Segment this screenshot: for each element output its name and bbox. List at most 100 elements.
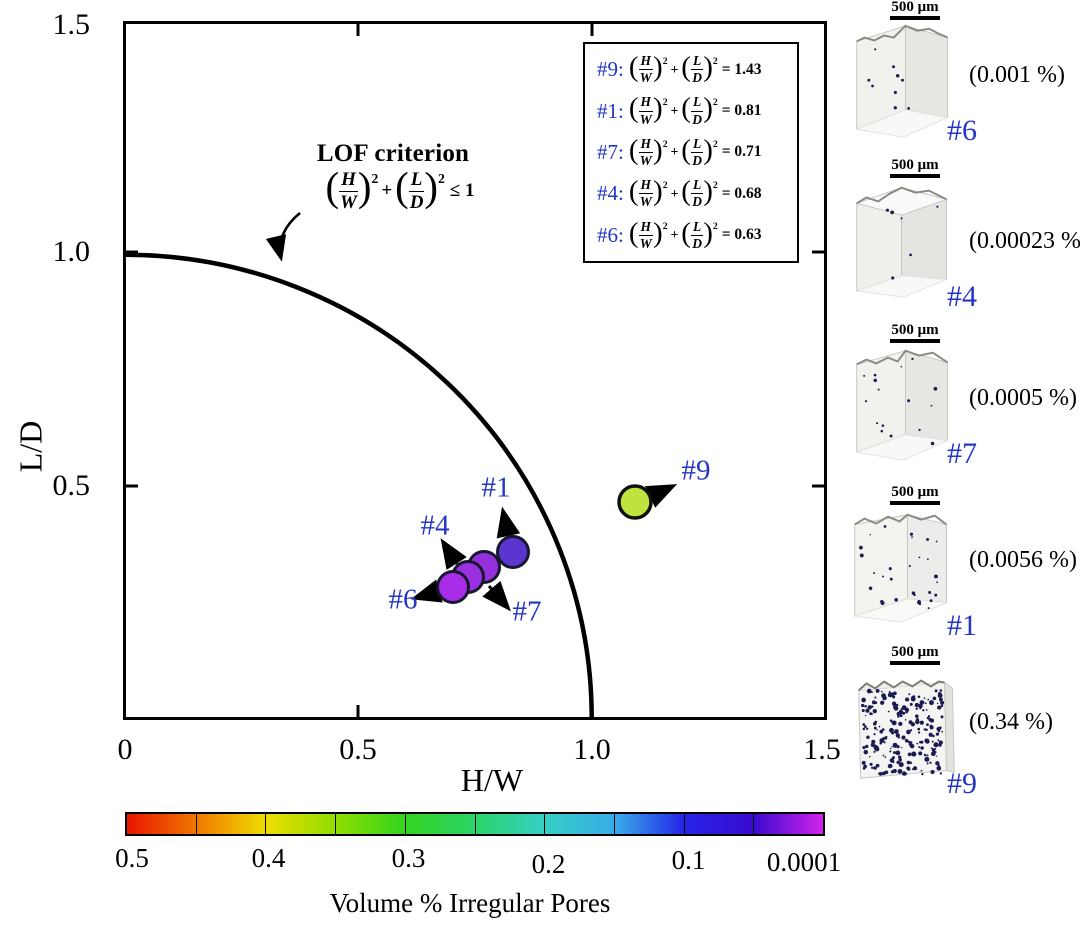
paren: ) xyxy=(424,164,438,210)
scale-bar-label: 500 μm xyxy=(891,322,939,338)
legend-value: = 0.71 xyxy=(721,143,762,161)
pores xyxy=(861,688,945,776)
y-tick-0p5: 0.5 xyxy=(52,469,91,502)
colorbar-cell xyxy=(474,814,545,834)
ct-render-7 xyxy=(854,349,950,461)
legend-sample-id: #7: xyxy=(597,139,624,164)
colorbar-cell xyxy=(127,814,196,834)
legend-sample-id: #6: xyxy=(597,222,624,247)
x-tick-1p0: 1.0 xyxy=(573,733,611,766)
point-label-7: #7 xyxy=(512,595,542,628)
colorbar-tick: 0.2 xyxy=(531,849,566,879)
scale-bar-line xyxy=(890,661,940,665)
x-tick-0: 0 xyxy=(117,733,133,766)
porosity-value: (0.001 %) xyxy=(969,62,1065,88)
porosity-value: (0.0005 %) xyxy=(969,385,1077,411)
colorbar-cell xyxy=(265,814,336,834)
x-axis-title: H/W xyxy=(460,762,524,798)
colorbar-cell xyxy=(335,814,405,834)
sample-label: #7 xyxy=(947,437,977,470)
scale-bar-label: 500 μm xyxy=(891,484,939,500)
ct-render-4 xyxy=(855,186,949,298)
point-label-4: #4 xyxy=(420,509,450,542)
legend-row-6: #6: (H W)2+(L D)2 = 0.63 xyxy=(597,216,762,251)
scale-bar: 500 μm xyxy=(885,158,945,178)
ct-item-6: 500 μm (0.001 %) #6 xyxy=(843,0,1080,160)
lof-criterion-title: LOF criterion xyxy=(316,140,470,167)
plot-area xyxy=(123,21,827,720)
colorbar-cell xyxy=(753,814,824,834)
colorbar-cell xyxy=(613,814,684,834)
paren: ) xyxy=(357,164,372,210)
colorbar-tick: 0.1 xyxy=(671,845,706,875)
sample-label: #6 xyxy=(947,114,977,147)
colorbar-tick: 0.5 xyxy=(115,843,149,873)
colorbar-tick: 0.0001 xyxy=(766,847,842,877)
colorbar-cell xyxy=(195,814,266,834)
lof-criterion-annotation: LOF criterion (H W)2+(L D)2≤ 1 xyxy=(278,140,508,213)
point-label-9: #9 xyxy=(681,454,711,487)
porosity-value: (0.0056 %) xyxy=(969,547,1077,573)
eq-w: W xyxy=(340,191,357,213)
pores xyxy=(885,205,939,280)
pores xyxy=(867,48,911,110)
scale-bar: 500 μm xyxy=(885,645,945,665)
eq-sq: 2 xyxy=(371,170,379,186)
eq-sq: 2 xyxy=(437,170,445,186)
legend-value: = 0.68 xyxy=(721,184,762,202)
paren: ( xyxy=(395,164,409,210)
scale-bar-label: 500 μm xyxy=(891,0,939,15)
colorbar-cell xyxy=(544,814,614,834)
legend-box: #9: (H W)2+(L D)2 = 1.43 #1: (H W)2+(L D)2 =… xyxy=(583,42,799,263)
porosity-value: (0.34 %) xyxy=(969,709,1053,735)
colorbar-gradient xyxy=(125,812,825,836)
y-axis-title: L/D xyxy=(12,420,49,473)
legend-row-7: #7: (H W)2+(L D)2 = 0.71 xyxy=(597,134,762,168)
eq-l: L xyxy=(408,169,425,192)
point-label-1: #1 xyxy=(481,471,511,504)
ct-item-1: 500 μm (0.0056 %) #1 xyxy=(843,485,1080,645)
paren: ( xyxy=(325,164,340,210)
legend-value: = 1.43 xyxy=(721,60,762,78)
ct-render-9 xyxy=(858,679,955,779)
scale-bar-line xyxy=(890,174,940,178)
x-tick-1p5: 1.5 xyxy=(803,733,841,766)
criterion-suffix: ≤ 1 xyxy=(449,180,475,202)
legend-sample-id: #1: xyxy=(597,98,624,123)
legend-sample-id: #4: xyxy=(597,181,624,206)
pores xyxy=(863,357,938,446)
colorbar-cell xyxy=(683,814,754,834)
y-tick-1p0: 1.0 xyxy=(52,235,91,268)
y-tick-1p5: 1.5 xyxy=(52,8,91,41)
scale-bar: 500 μm xyxy=(885,0,945,20)
legend-row-4: #4: (H W)2+(L D)2 = 0.68 xyxy=(597,175,762,210)
porosity-value: (0.00023 %) xyxy=(969,228,1080,254)
scale-bar-line xyxy=(890,16,940,20)
legend-row-9: #9: (H W)2+(L D)2 = 1.43 xyxy=(597,51,762,86)
colorbar-title: Volume % Irregular Pores xyxy=(329,888,611,918)
ct-render-6 xyxy=(854,24,950,138)
colorbar-cell xyxy=(404,814,475,834)
sample-label: #9 xyxy=(947,767,977,800)
pores xyxy=(859,525,939,610)
sample-label: #1 xyxy=(947,609,977,642)
legend-sample-id: #9: xyxy=(597,57,624,82)
legend-value: = 0.63 xyxy=(721,226,762,244)
scale-bar-label: 500 μm xyxy=(891,644,939,660)
ct-item-4: 500 μm (0.00023 %) #4 xyxy=(843,158,1080,318)
ct-image-panel: 500 μm (0.001 %) #6 500 μm xyxy=(843,0,1080,926)
legend-value: = 0.81 xyxy=(721,102,762,120)
sample-label: #4 xyxy=(947,280,977,313)
scale-bar-line xyxy=(890,501,940,505)
x-tick-0p5: 0.5 xyxy=(339,733,377,766)
eq-h: H xyxy=(339,169,358,192)
scale-bar-line xyxy=(890,339,940,343)
scale-bar: 500 μm xyxy=(885,323,945,343)
colorbar-ticks: 0.5 0.4 0.3 0.2 0.1 0.0001 xyxy=(115,843,841,879)
eq-plus: + xyxy=(381,180,393,202)
colorbar-tick: 0.3 xyxy=(391,843,426,873)
colorbar-tick: 0.4 xyxy=(251,843,286,873)
eq-d: D xyxy=(409,191,424,213)
ct-item-7: 500 μm (0.0005 %) #7 xyxy=(843,323,1080,483)
